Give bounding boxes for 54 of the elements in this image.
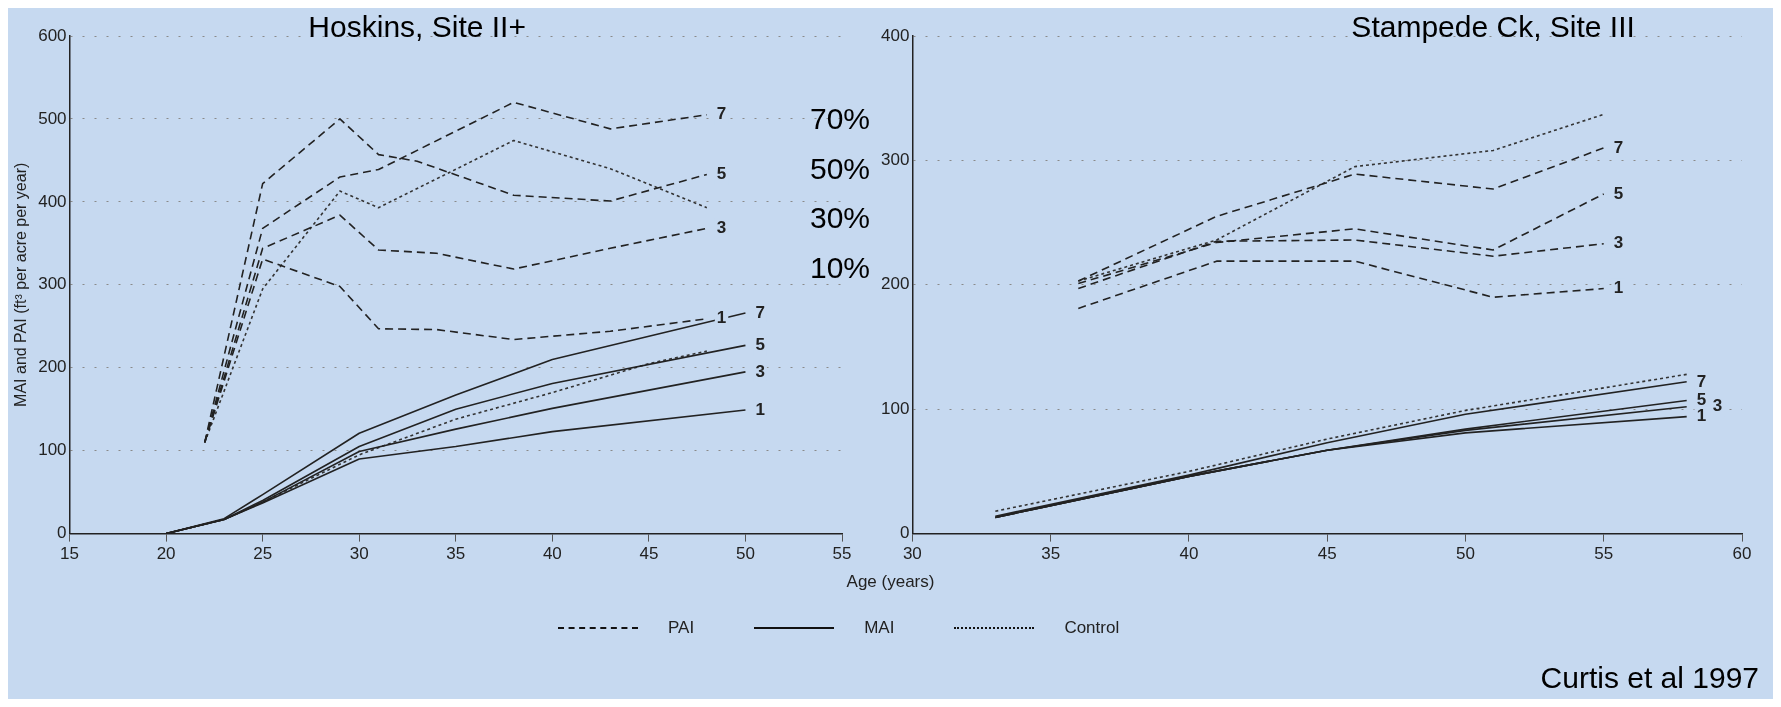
x-tick-label: 15 — [60, 544, 80, 564]
x-tick-label: 50 — [735, 544, 755, 564]
text: MAI — [864, 618, 895, 638]
series-label: 7 — [716, 104, 727, 124]
y-tick-label: 100 — [38, 440, 67, 460]
series-label: 1 — [716, 308, 727, 328]
y-tick-label: 300 — [880, 150, 910, 170]
y-tick-label: 400 — [880, 25, 910, 45]
y-tick-label: 400 — [38, 191, 67, 211]
x-tick-label: 50 — [1455, 544, 1475, 564]
y-tick-label: 500 — [38, 108, 67, 128]
x-tick-label: 25 — [253, 544, 273, 564]
series-label: 1 — [755, 399, 765, 419]
text: Curtis et al 1997 — [1540, 661, 1759, 695]
annotation: 10% — [809, 251, 870, 285]
x-tick-label: 55 — [832, 544, 852, 564]
annotation: 50% — [809, 151, 870, 185]
x-tick-label: 45 — [1317, 544, 1337, 564]
y-tick-label: 0 — [57, 523, 67, 543]
series-label: 7 — [755, 302, 765, 322]
series-label: 3 — [1712, 396, 1723, 416]
y-tick-label: 100 — [880, 398, 910, 418]
series-label: 5 — [1613, 183, 1624, 203]
x-tick-label: 40 — [542, 544, 562, 564]
series-label: 3 — [1613, 233, 1624, 253]
x-tick-label: 20 — [156, 544, 176, 564]
x-tick-label: 30 — [349, 544, 369, 564]
series-label: 3 — [755, 361, 765, 381]
x-tick-label: 40 — [1179, 544, 1199, 564]
annotation: 70% — [809, 101, 870, 135]
series-label: 7 — [1613, 137, 1624, 157]
x-tick-label: 35 — [446, 544, 466, 564]
annotation: 30% — [809, 201, 870, 235]
x-axis-title: Age (years) — [845, 572, 936, 592]
x-tick-label: 55 — [1594, 544, 1614, 564]
text: PAI — [668, 618, 695, 638]
y-tick-label: 200 — [880, 274, 910, 294]
y-tick-label: 600 — [38, 25, 67, 45]
x-tick-label: 30 — [902, 544, 922, 564]
series-label: 5 — [755, 335, 765, 355]
x-tick-label: 35 — [1041, 544, 1061, 564]
x-tick-label: 45 — [639, 544, 659, 564]
chart-title: Hoskins, Site II+ — [308, 10, 526, 44]
series-label: 5 — [716, 164, 727, 184]
series-label: 3 — [716, 218, 727, 238]
y-tick-label: 0 — [899, 523, 910, 543]
series-label: 1 — [1613, 278, 1624, 298]
y-tick-label: 200 — [38, 357, 67, 377]
x-tick-label: 60 — [1732, 544, 1752, 564]
y-tick-label: 300 — [38, 274, 67, 294]
chart-title: Stampede Ck, Site III — [1351, 10, 1635, 44]
y-axis-title: MAI and PAI (ft³ per acre per year) — [12, 162, 30, 407]
series-label: 7 — [1696, 371, 1707, 391]
text: Control — [1064, 618, 1120, 638]
